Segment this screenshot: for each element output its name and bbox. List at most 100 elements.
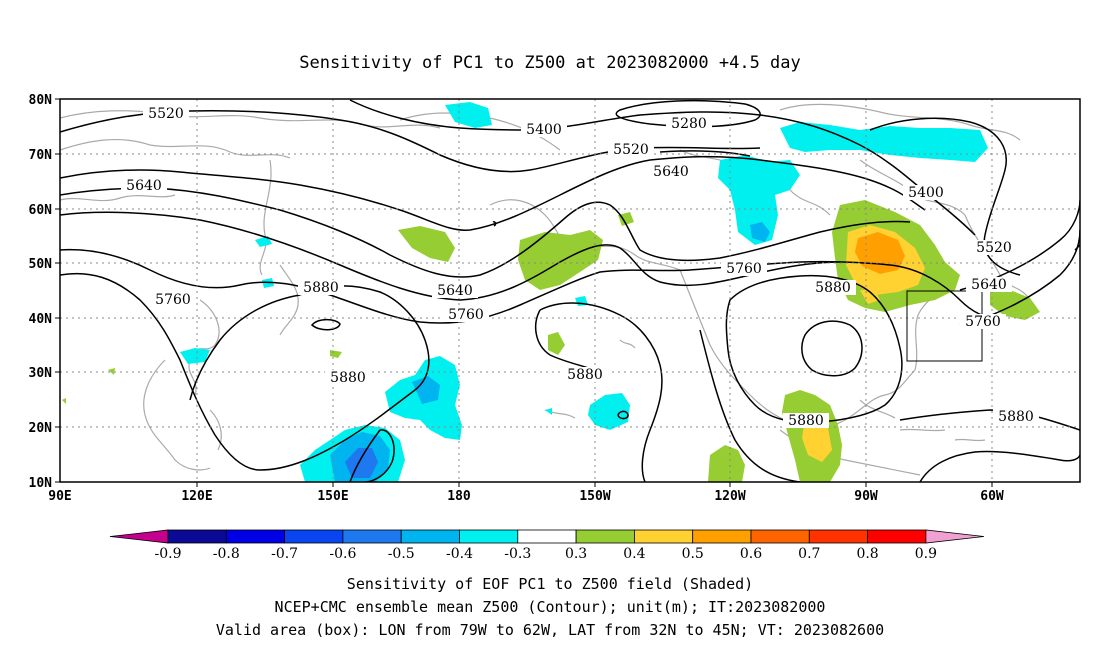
shading-negative	[180, 102, 988, 482]
map-title: Sensitivity of PC1 to Z500 at 2023082000…	[299, 53, 801, 73]
svg-text:5760: 5760	[448, 307, 484, 323]
contour-label: 5760	[443, 307, 489, 323]
svg-text:5640: 5640	[653, 164, 689, 180]
svg-text:5520: 5520	[148, 106, 184, 122]
contour-label: 5880	[325, 370, 371, 386]
lat-label: 20N	[29, 421, 53, 436]
svg-text:5760: 5760	[726, 261, 762, 277]
colorbar: -0.9 -0.8 -0.7 -0.6 -0.5 -0.4 -0.3 0.3 0.4 0.5 0.6…	[109, 529, 984, 562]
colorbar-label: 0.6	[740, 546, 762, 562]
svg-text:5640: 5640	[437, 283, 473, 299]
lat-label: 80N	[29, 93, 53, 108]
lat-label: 40N	[29, 312, 53, 327]
colorbar-label: -0.4	[446, 546, 473, 562]
colorbar-label: 0.8	[856, 546, 878, 562]
svg-text:5880: 5880	[998, 409, 1034, 425]
contour-labels: 5520 5400 5280 5520 5640 5400 5520 5640 …	[121, 106, 1039, 429]
svg-text:5760: 5760	[155, 292, 191, 308]
contour-label: 5760	[150, 292, 196, 308]
colorbar-box	[575, 529, 635, 544]
lat-label: 30N	[29, 366, 53, 381]
svg-text:5280: 5280	[671, 116, 707, 132]
colorbar-label: 0.5	[682, 546, 704, 562]
colorbar-arrow-right	[925, 529, 984, 544]
colorbar-box	[692, 529, 752, 544]
colorbar-box	[167, 529, 227, 544]
contour-label: 5640	[648, 164, 694, 180]
lon-label: 120W	[714, 489, 745, 504]
contour-label: 5880	[993, 409, 1039, 425]
svg-text:5880: 5880	[567, 367, 603, 383]
contour-label: 5520	[971, 240, 1017, 256]
lon-label: 60W	[980, 489, 1004, 504]
lat-labels: 80N 70N 60N 50N 40N 30N 20N 10N	[29, 93, 53, 491]
colorbar-box	[634, 529, 694, 544]
map-frame	[59, 98, 1081, 483]
contour-label: 5520	[608, 142, 654, 158]
svg-text:5880: 5880	[815, 280, 851, 296]
lon-label: 150E	[317, 489, 348, 504]
lat-label: 60N	[29, 203, 53, 218]
colorbar-label: 0.3	[565, 546, 587, 562]
colorbar-box	[867, 529, 927, 544]
colorbar-box	[225, 529, 286, 544]
contour-label: 5400	[521, 122, 567, 138]
contour-label: 5640	[432, 283, 478, 299]
svg-text:5400: 5400	[526, 122, 562, 138]
colorbar-arrow-left	[109, 529, 169, 544]
caption-line-1: Sensitivity of EOF PC1 to Z500 field (Sh…	[347, 575, 753, 593]
svg-text:5520: 5520	[976, 240, 1012, 256]
lat-label: 70N	[29, 148, 53, 163]
colorbar-label: 0.4	[623, 546, 645, 562]
contour-label: 5640	[966, 277, 1012, 293]
colorbar-box	[284, 529, 344, 544]
colorbar-label: -0.5	[388, 546, 415, 562]
svg-text:5640: 5640	[971, 277, 1007, 293]
svg-text:5400: 5400	[908, 185, 944, 201]
colorbar-box	[750, 529, 810, 544]
contour-label: 5640	[121, 178, 167, 194]
axis-ticks	[55, 98, 993, 487]
colorbar-label: 0.9	[915, 546, 937, 562]
contour-label: 5760	[721, 261, 767, 277]
contour-label: 5880	[298, 280, 344, 296]
lon-labels: 90E 120E 150E 180 150W 120W 90W 60W	[48, 489, 1004, 504]
colorbar-label: -0.7	[271, 546, 298, 562]
map-content: 5520 5400 5280 5520 5640 5400 5520 5640 …	[60, 99, 1080, 482]
colorbar-label: -0.8	[213, 546, 240, 562]
colorbar-box	[400, 529, 460, 544]
colorbar-box	[517, 529, 577, 544]
z500-contours	[60, 99, 1080, 482]
svg-text:5880: 5880	[303, 280, 339, 296]
lat-label: 10N	[29, 476, 53, 491]
contour-label: 5280	[666, 116, 712, 132]
colorbar-label: -0.9	[155, 546, 182, 562]
contour-label: 5400	[903, 185, 949, 201]
contour-label: 5520	[143, 106, 189, 122]
svg-text:5520: 5520	[613, 142, 649, 158]
colorbar-label: -0.3	[504, 546, 531, 562]
colorbar-box	[342, 529, 402, 544]
contour-label: 5880	[562, 367, 608, 383]
svg-text:5880: 5880	[330, 370, 366, 386]
lon-label: 90E	[48, 489, 71, 504]
contour-label: 5880	[783, 413, 829, 429]
caption-line-2: NCEP+CMC ensemble mean Z500 (Contour); u…	[275, 598, 826, 616]
colorbar-label: -0.6	[329, 546, 356, 562]
contour-label: 5880	[810, 280, 856, 296]
svg-text:5760: 5760	[965, 314, 1001, 330]
colorbar-box	[459, 529, 519, 544]
contour-label: 5760	[960, 314, 1006, 330]
lat-label: 50N	[29, 257, 53, 272]
lon-label: 120E	[181, 489, 212, 504]
caption-line-3: Valid area (box): LON from 79W to 62W, L…	[216, 621, 884, 639]
svg-text:5640: 5640	[126, 178, 162, 194]
graticule	[60, 99, 1080, 482]
lon-label: 150W	[579, 489, 610, 504]
colorbar-box	[808, 529, 868, 544]
colorbar-label: 0.7	[798, 546, 820, 562]
svg-text:5880: 5880	[788, 413, 824, 429]
lon-label: 90W	[854, 489, 878, 504]
lon-label: 180	[447, 489, 471, 504]
